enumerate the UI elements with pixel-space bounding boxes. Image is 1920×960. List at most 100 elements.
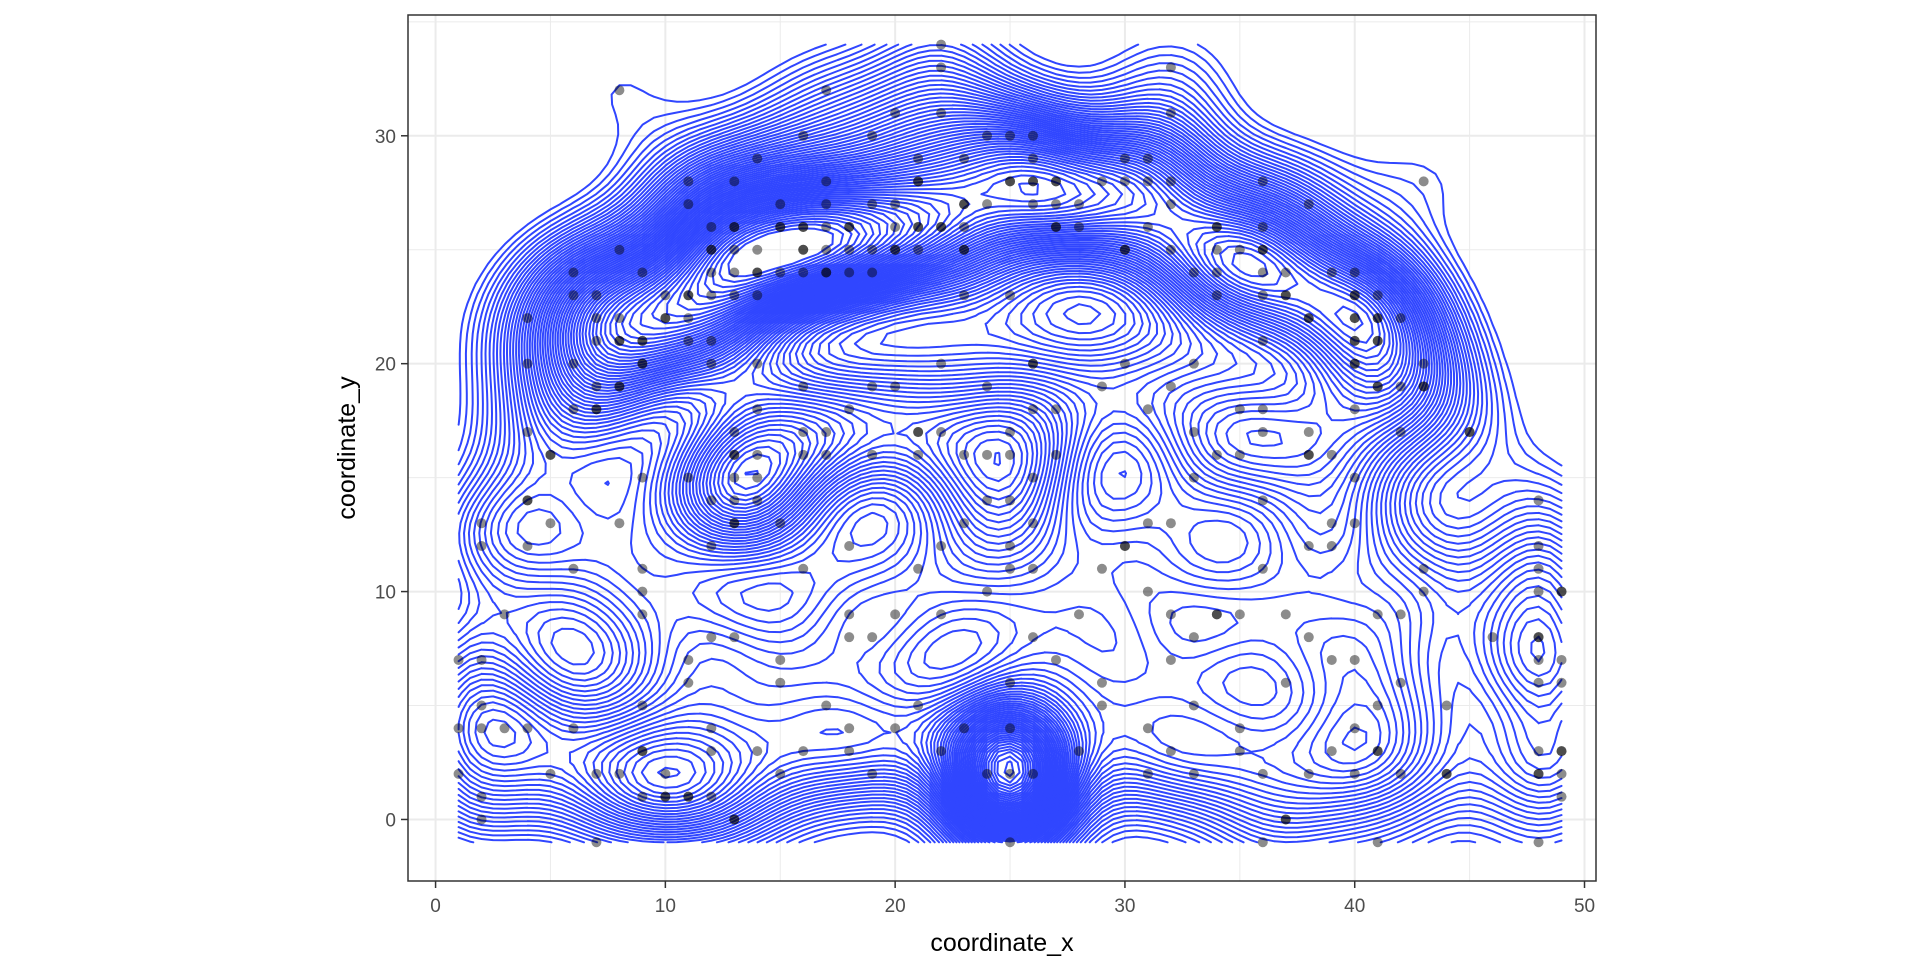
data-point — [1533, 746, 1544, 757]
data-point — [1119, 540, 1130, 551]
data-point — [798, 746, 809, 757]
data-point — [936, 62, 947, 73]
data-point — [591, 335, 602, 346]
data-point — [1326, 518, 1337, 529]
data-point — [890, 107, 901, 118]
data-point — [1533, 837, 1544, 848]
data-point — [821, 221, 832, 232]
data-point — [1257, 221, 1268, 232]
data-point — [1395, 313, 1406, 324]
data-point — [798, 221, 809, 232]
data-point — [1303, 313, 1314, 324]
data-point — [706, 221, 717, 232]
data-point — [1051, 404, 1061, 415]
x-tick-label: 0 — [430, 896, 441, 917]
data-point — [1303, 199, 1314, 210]
density-contour-line — [457, 69, 1563, 844]
data-point — [1051, 199, 1061, 210]
data-point — [729, 814, 740, 825]
data-point — [867, 381, 878, 392]
data-point — [752, 472, 763, 483]
data-point — [545, 518, 556, 529]
data-point — [591, 290, 602, 301]
density-contour-line — [457, 43, 1563, 844]
data-point — [1418, 586, 1429, 597]
data-point — [1096, 381, 1107, 392]
data-point — [844, 404, 855, 415]
data-point — [1073, 199, 1084, 210]
data-point — [1533, 768, 1544, 779]
data-point — [1441, 768, 1452, 779]
data-point — [729, 518, 740, 529]
data-point — [1028, 176, 1039, 187]
data-point — [1211, 609, 1222, 620]
data-point — [1234, 244, 1245, 255]
data-point — [614, 768, 625, 779]
data-point — [1303, 427, 1314, 438]
data-point — [913, 153, 924, 164]
data-point — [476, 791, 487, 802]
data-point — [1028, 199, 1039, 210]
data-point — [959, 199, 970, 210]
density-contour-line — [457, 43, 1563, 844]
density-contour-line — [457, 49, 1563, 844]
data-point — [982, 381, 993, 392]
density-contour-line — [588, 161, 1283, 814]
data-point — [637, 472, 648, 483]
data-point — [982, 586, 993, 597]
data-point — [1211, 221, 1222, 232]
data-point — [1349, 654, 1360, 665]
data-point — [729, 518, 740, 529]
density-contour-line — [696, 215, 1021, 784]
data-point — [1142, 586, 1153, 597]
data-point — [1005, 768, 1016, 779]
data-point — [706, 746, 717, 757]
data-point — [1303, 313, 1314, 324]
data-point — [1418, 381, 1429, 392]
data-point — [1073, 746, 1084, 757]
data-point — [729, 221, 740, 232]
data-point — [890, 609, 901, 620]
data-point — [867, 199, 878, 210]
data-point — [683, 654, 694, 665]
data-point — [1280, 814, 1291, 825]
data-point — [591, 381, 602, 392]
data-point — [660, 313, 671, 324]
data-point — [1142, 518, 1153, 529]
data-point — [1028, 768, 1039, 779]
data-point — [1096, 700, 1107, 711]
data-point — [637, 746, 648, 757]
data-point — [1280, 677, 1291, 688]
density-contour-line — [572, 147, 1391, 822]
data-point — [959, 244, 970, 255]
data-point — [706, 244, 717, 255]
density-contour-line — [567, 142, 1398, 825]
data-point — [982, 495, 993, 506]
data-point — [798, 267, 809, 278]
data-point — [522, 358, 533, 369]
data-point — [1028, 130, 1039, 141]
data-point — [1234, 449, 1245, 460]
data-point — [476, 700, 487, 711]
data-point — [844, 723, 855, 734]
data-point — [729, 449, 740, 460]
density-contour-line — [541, 117, 1428, 841]
x-axis-ticks: 0 10 20 30 40 50 — [430, 881, 1595, 917]
data-point — [683, 472, 694, 483]
data-point — [683, 335, 694, 346]
data-point — [706, 632, 717, 643]
y-axis-title: coordinate_y — [333, 376, 361, 520]
data-point — [1028, 358, 1039, 369]
data-point — [821, 244, 832, 255]
data-point — [1119, 244, 1130, 255]
data-point — [1119, 153, 1130, 164]
data-point — [1165, 609, 1176, 620]
data-point — [752, 267, 763, 278]
data-point — [1303, 449, 1314, 460]
data-point — [1257, 335, 1268, 346]
data-point — [1372, 837, 1383, 848]
data-point — [1028, 153, 1039, 164]
data-point — [637, 335, 648, 346]
data-point — [476, 814, 487, 825]
